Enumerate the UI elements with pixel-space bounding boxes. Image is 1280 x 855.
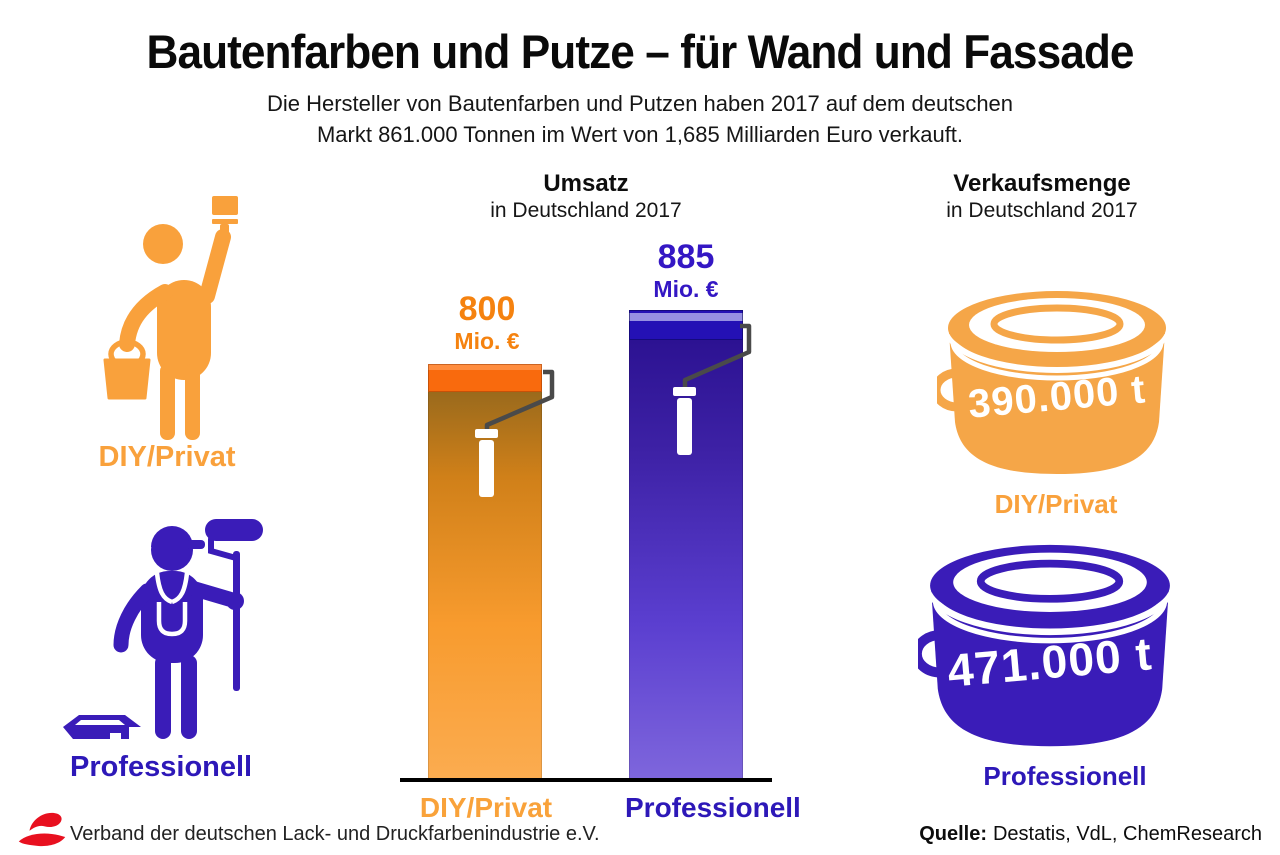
association-name: Verband der deutschen Lack- und Druckfar…: [70, 823, 600, 845]
bar-diy-paint-rim: [428, 364, 542, 392]
verkaufsmenge-subtitle: in Deutschland 2017: [946, 199, 1138, 222]
bar-category-pro: Professionell: [625, 792, 801, 823]
paint-bucket-icon: 390.000 t: [937, 291, 1168, 474]
umsatz-title: Umsatz: [543, 170, 629, 197]
professional-figure-label: Professionell: [70, 751, 253, 783]
verkaufsmenge-title: Verkaufsmenge: [953, 170, 1131, 197]
subtitle-line-2: Markt 861.000 Tonnen im Wert von 1,685 M…: [316, 122, 964, 148]
bar-professionell: [629, 310, 743, 779]
bucket-diy-label: DIY/Privat: [994, 489, 1118, 519]
bar-pro-paint-rim: [629, 310, 743, 340]
bar-pro-body: [629, 340, 743, 779]
subtitle: Die Hersteller von Bautenfarben und Putz…: [0, 88, 1280, 150]
bar-diy-body: [428, 392, 542, 779]
bar-value-pro-number: 885: [657, 238, 715, 276]
source-note: Quelle: Destatis, VdL, ChemResearch: [919, 823, 1262, 846]
source-label: Quelle:: [919, 823, 987, 845]
bar-value-pro-unit: Mio. €: [653, 276, 719, 302]
bar-value-pro: 885 Mio. €: [619, 240, 753, 301]
bar-value-diy-unit: Mio. €: [454, 328, 520, 354]
bar-value-diy-number: 800: [458, 290, 516, 328]
paint-bucket-icon: 471.000 t: [918, 544, 1172, 747]
bar-diy-privat: [428, 364, 542, 779]
professional-painter-icon: [63, 519, 263, 739]
x-axis-baseline: [400, 778, 772, 782]
bucket-pro-label: Professionell: [983, 761, 1147, 791]
umsatz-subtitle: in Deutschland 2017: [490, 199, 682, 222]
diy-figure-label: DIY/Privat: [98, 441, 236, 473]
bar-category-diy: DIY/Privat: [419, 792, 553, 823]
diy-painter-icon: [103, 196, 238, 440]
source-text: Destatis, VdL, ChemResearch: [992, 823, 1262, 845]
vdl-logo-icon: [18, 812, 66, 847]
page-title: Bautenfarben und Putze – für Wand und Fa…: [146, 25, 1134, 78]
umsatz-heading: Umsatz in Deutschland 2017: [400, 170, 772, 223]
bar-value-diy: 800 Mio. €: [420, 292, 554, 353]
verkaufsmenge-heading: Verkaufsmenge in Deutschland 2017: [880, 170, 1204, 223]
subtitle-line-1: Die Hersteller von Bautenfarben und Putz…: [266, 91, 1014, 116]
